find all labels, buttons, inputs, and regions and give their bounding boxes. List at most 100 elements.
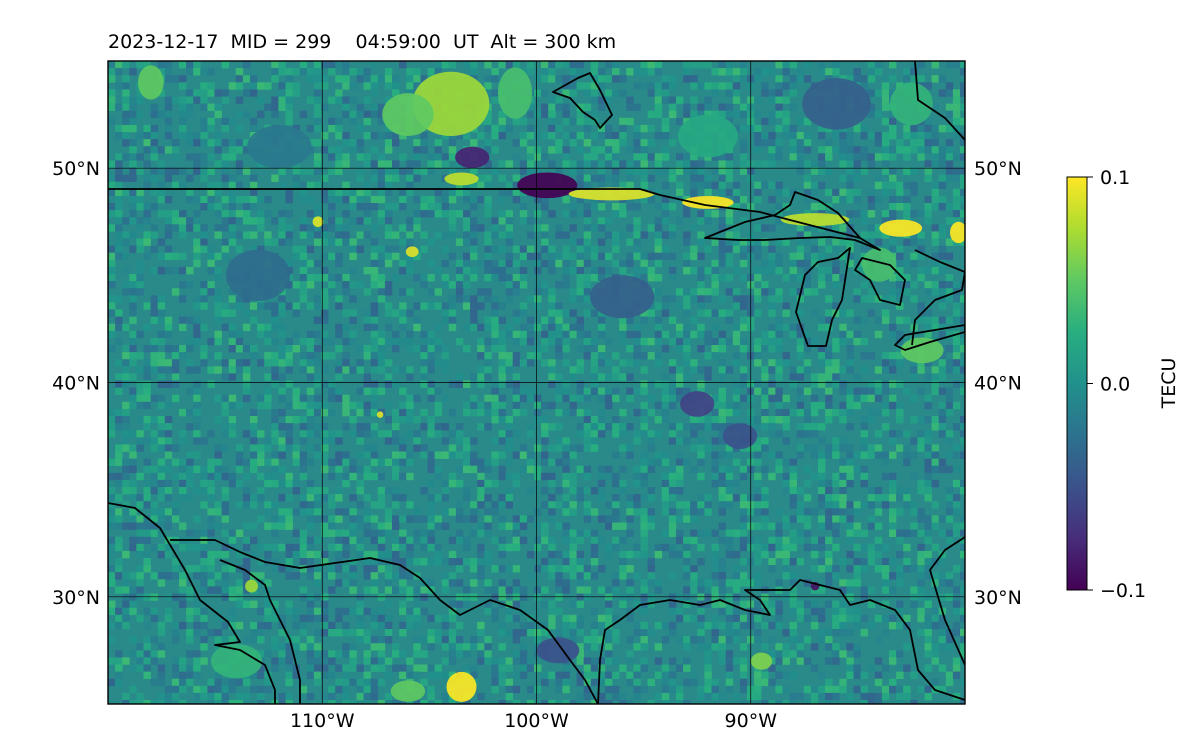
tec-pixel bbox=[938, 174, 947, 182]
tec-pixel bbox=[207, 472, 215, 481]
tec-pixel bbox=[136, 380, 144, 388]
tec-pixel bbox=[171, 167, 180, 175]
tec-pixel bbox=[796, 245, 805, 253]
tec-pixel bbox=[356, 501, 364, 509]
tec-pixel bbox=[242, 387, 251, 395]
tec-pixel bbox=[952, 586, 961, 594]
tec-pixel bbox=[718, 330, 726, 339]
tec-pixel bbox=[477, 174, 485, 182]
tec-pixel bbox=[931, 479, 939, 488]
tec-pixel bbox=[250, 82, 258, 90]
tec-pixel bbox=[392, 536, 400, 545]
tec-pixel bbox=[200, 82, 208, 90]
tec-pixel bbox=[960, 515, 965, 523]
tec-pixel bbox=[562, 323, 570, 332]
tec-pixel bbox=[115, 188, 123, 197]
tec-pixel bbox=[491, 451, 499, 459]
tec-pixel bbox=[136, 203, 144, 211]
tec-pixel bbox=[690, 565, 698, 573]
tec-pixel bbox=[455, 501, 464, 509]
tec-pixel bbox=[363, 572, 371, 580]
tec-pixel bbox=[761, 224, 769, 232]
tec-pixel bbox=[839, 337, 847, 346]
tec-pixel bbox=[463, 323, 471, 332]
tec-pixel bbox=[377, 330, 386, 339]
tec-pixel bbox=[548, 316, 556, 324]
tec-pixel bbox=[150, 110, 158, 119]
tec-pixel bbox=[136, 266, 144, 275]
tec-pixel bbox=[761, 89, 769, 97]
tec-pixel bbox=[661, 416, 670, 424]
tec-pixel bbox=[285, 479, 293, 488]
tec-pixel bbox=[406, 217, 414, 225]
tec-pixel bbox=[704, 174, 712, 182]
tec-pixel bbox=[129, 586, 137, 594]
tec-pixel bbox=[377, 550, 386, 559]
tec-pixel bbox=[228, 288, 237, 296]
tec-pixel bbox=[498, 501, 506, 509]
tec-pixel bbox=[889, 366, 897, 374]
tec-pixel bbox=[889, 572, 897, 580]
tec-pixel bbox=[718, 259, 726, 268]
tec-pixel bbox=[534, 89, 542, 97]
tec-pixel bbox=[704, 181, 712, 190]
tec-pixel bbox=[626, 181, 634, 190]
tec-pixel bbox=[960, 586, 965, 594]
tec-pixel bbox=[789, 82, 797, 90]
tec-pixel bbox=[853, 465, 861, 474]
tec-pixel bbox=[825, 188, 833, 197]
tec-pixel bbox=[605, 124, 613, 133]
tec-pixel bbox=[463, 210, 471, 218]
tec-pixel bbox=[306, 245, 315, 253]
tec-pixel bbox=[278, 231, 286, 239]
tec-pixel bbox=[427, 195, 435, 204]
tec-pixel bbox=[328, 195, 336, 204]
tec-pixel bbox=[257, 543, 265, 552]
tec-pixel bbox=[590, 558, 599, 566]
tec-pixel bbox=[860, 231, 868, 239]
tec-pixel bbox=[519, 167, 528, 175]
tec-pixel bbox=[661, 394, 670, 403]
tec-pixel bbox=[406, 288, 414, 296]
tec-pixel bbox=[463, 181, 471, 190]
tec-pixel bbox=[654, 160, 663, 168]
tec-pixel bbox=[860, 82, 868, 90]
tec-pixel bbox=[214, 508, 222, 516]
tec-pixel bbox=[526, 160, 535, 168]
tec-pixel bbox=[498, 359, 506, 367]
tec-pixel bbox=[661, 408, 670, 417]
tec-pixel bbox=[505, 352, 513, 360]
tec-pixel bbox=[143, 181, 151, 190]
tec-pixel bbox=[143, 238, 151, 246]
tec-pixel bbox=[541, 451, 549, 459]
tec-pixel bbox=[108, 330, 116, 339]
tec-pixel bbox=[931, 522, 939, 530]
tec-pixel bbox=[221, 359, 229, 367]
tec-pixel bbox=[392, 366, 400, 374]
tec-pixel bbox=[903, 167, 911, 175]
tec-pixel bbox=[207, 352, 215, 360]
tec-pixel bbox=[370, 316, 379, 324]
tec-pixel bbox=[896, 444, 904, 452]
tec-pixel bbox=[711, 89, 719, 97]
tec-pixel bbox=[108, 224, 116, 232]
tec-pixel bbox=[406, 543, 414, 552]
tec-pixel bbox=[839, 153, 847, 161]
tec-pixel bbox=[931, 160, 939, 168]
tec-pixel bbox=[605, 139, 613, 147]
tec-pixel bbox=[846, 252, 854, 261]
tec-pixel bbox=[122, 89, 130, 97]
tec-pixel bbox=[697, 437, 705, 445]
tec-pixel bbox=[896, 259, 904, 268]
tec-pixel bbox=[960, 132, 965, 140]
tec-pixel bbox=[214, 231, 222, 239]
tec-pixel bbox=[881, 231, 890, 239]
tec-pixel bbox=[668, 380, 677, 388]
tec-pixel bbox=[150, 437, 158, 445]
tec-pixel bbox=[562, 252, 570, 261]
tec-pixel bbox=[179, 103, 187, 111]
tec-pixel bbox=[825, 394, 833, 403]
tec-pixel bbox=[945, 139, 954, 147]
tec-pixel bbox=[903, 387, 911, 395]
tec-pixel bbox=[406, 501, 414, 509]
